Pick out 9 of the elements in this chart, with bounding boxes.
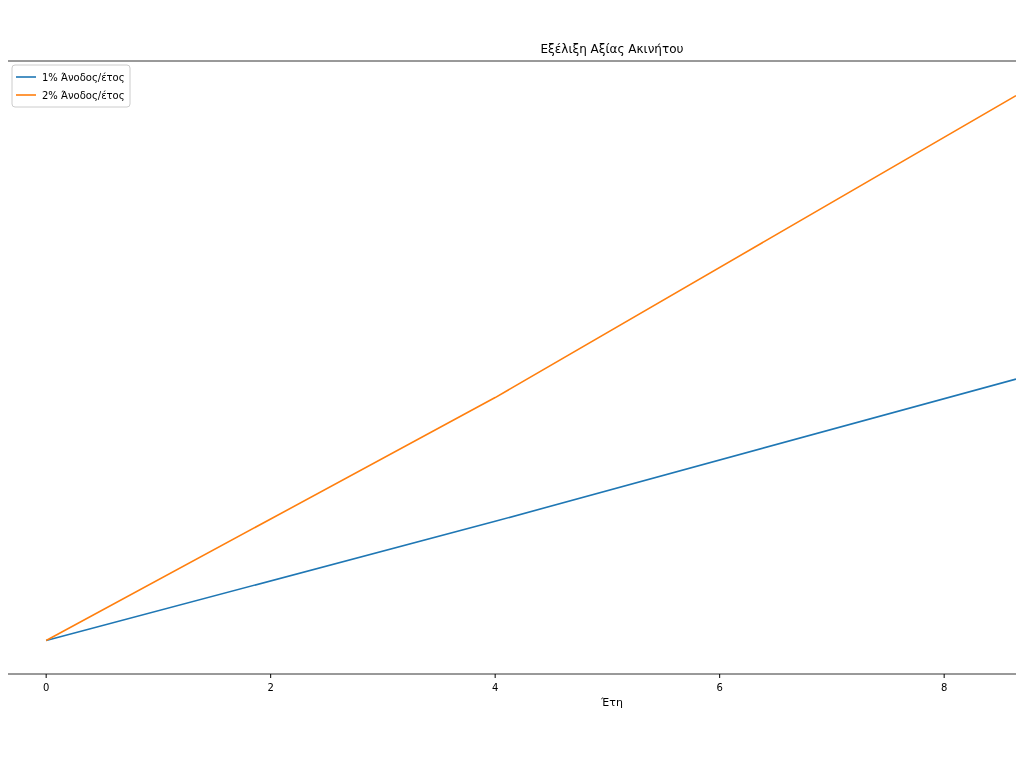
chart-title: Εξέλιξη Αξίας Ακινήτου xyxy=(540,42,684,56)
x-tick-label: 4 xyxy=(491,682,499,693)
x-tick-label: 6 xyxy=(716,682,723,693)
x-tick-label: 0 xyxy=(42,682,50,693)
x-tick-label: 8 xyxy=(940,682,948,693)
legend-label: 1% Άνοδος/έτος xyxy=(42,72,125,83)
legend-label: 2% Άνοδος/έτος xyxy=(42,90,125,101)
x-tick-label: 2 xyxy=(267,682,274,693)
x-axis-title: Έτη xyxy=(600,696,623,709)
